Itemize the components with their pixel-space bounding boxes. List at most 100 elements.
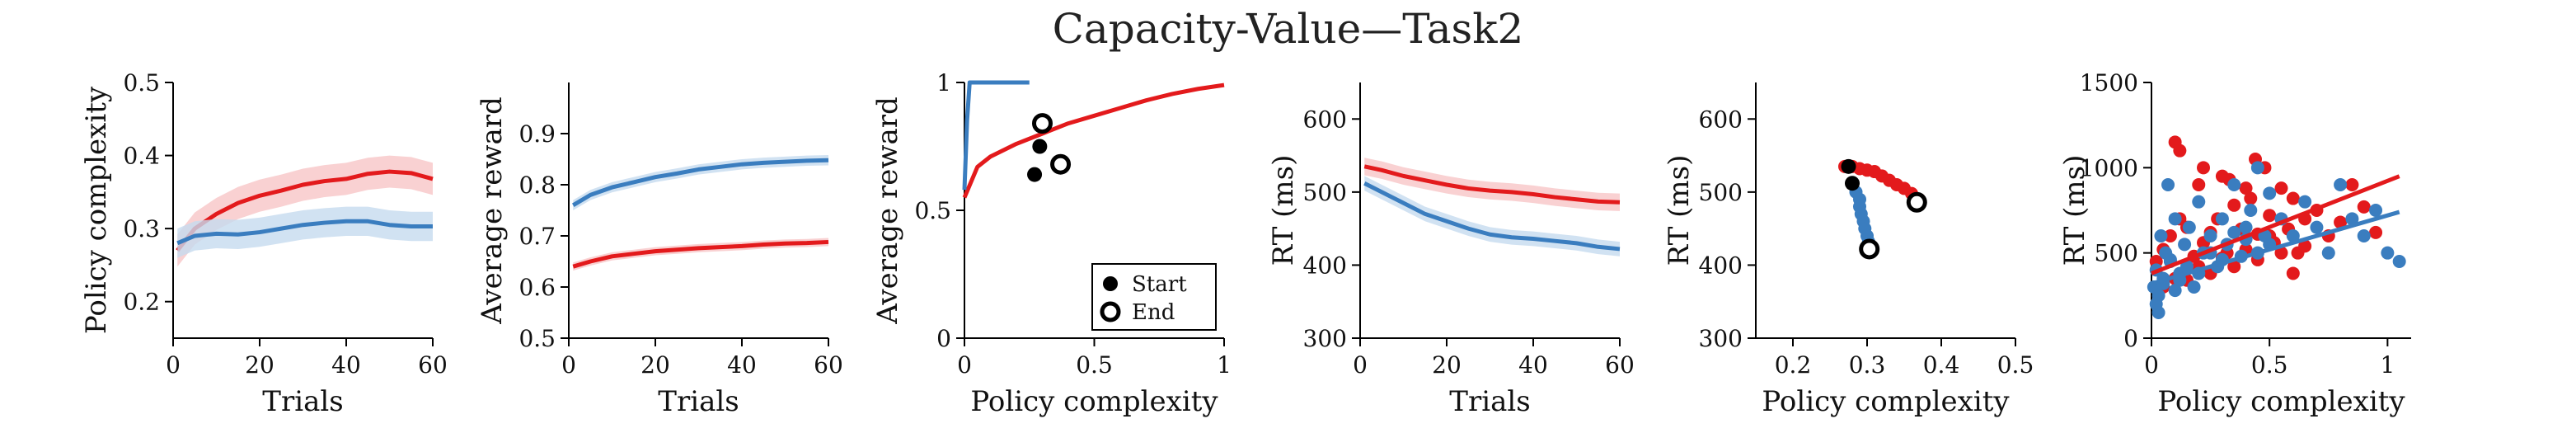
x-tick-label: 0.5	[1076, 351, 1113, 379]
y-tick-label: 1500	[2080, 69, 2138, 96]
end-marker	[1861, 241, 1878, 257]
x-tick-label: 0	[166, 351, 181, 379]
x-tick-label: 60	[418, 351, 448, 379]
y-tick-label: 0	[936, 325, 951, 352]
x-tick-label: 0	[957, 351, 972, 379]
scatter-point-blue	[2152, 306, 2165, 319]
scatter-point-blue	[2251, 161, 2264, 174]
x-axis-label: Policy complexity	[2157, 385, 2405, 418]
start-marker	[1027, 167, 1042, 182]
x-tick-label: 0.3	[1849, 351, 1886, 379]
y-tick-label: 0.5	[914, 197, 951, 224]
y-tick-label: 0.5	[518, 325, 556, 352]
x-tick-label: 20	[640, 351, 670, 379]
x-tick-label: 0.5	[1997, 351, 2034, 379]
scatter-point-blue	[2263, 186, 2276, 200]
start-marker	[1842, 159, 1856, 174]
scatter-point-blue	[2169, 212, 2182, 225]
x-tick-label: 0	[561, 351, 576, 379]
scatter-point-red	[2369, 226, 2382, 239]
x-axis-label: Trials	[658, 385, 739, 418]
y-axis-label: Average reward	[476, 96, 509, 325]
y-tick-label: 0.6	[518, 274, 556, 301]
y-tick-label: 0.5	[123, 69, 160, 96]
x-tick-label: 40	[331, 351, 361, 379]
x-tick-label: 0.2	[1775, 351, 1812, 379]
y-tick-label: 500	[2095, 240, 2138, 267]
x-tick-label: 0.5	[2251, 351, 2288, 379]
scatter-point-blue	[2310, 221, 2323, 234]
scatter-point-blue	[2227, 178, 2241, 191]
start-marker	[1032, 139, 1047, 154]
chart-panel-2: 0 20 40 60 0.5 0.6 0.7 0.8 0.9 Trials Average rewa…	[476, 82, 843, 418]
scatter-point-blue	[2183, 221, 2196, 234]
x-tick-label: 20	[1432, 351, 1462, 379]
scatter-point-red	[2358, 200, 2371, 214]
chart-panel-1: 0 20 40 600.20.30.40.5TrialsPolicy complexi…	[80, 69, 448, 418]
y-axis-label: RT (ms)	[1267, 155, 1300, 266]
y-tick-label: 0.8	[518, 172, 556, 199]
x-axis-label: Trials	[1449, 385, 1530, 418]
scatter-point-red	[2197, 161, 2210, 174]
y-tick-label: 0.3	[123, 215, 160, 242]
scatter-point-red	[2227, 199, 2241, 212]
scatter-point-red	[2263, 209, 2276, 222]
start-marker	[1845, 176, 1860, 191]
scatter-point-red	[2192, 178, 2205, 191]
scatter-point-blue	[2188, 280, 2201, 294]
y-tick-label: 500	[1699, 179, 1743, 206]
scatter-point-red	[2345, 178, 2358, 191]
scatter-point-blue	[2358, 229, 2371, 242]
scatter-point-blue	[2216, 212, 2229, 225]
y-tick-label: 400	[1699, 252, 1743, 279]
scatter-point-red	[2275, 181, 2288, 195]
scatter-point-blue	[2393, 255, 2406, 268]
scatter-point-red	[2287, 266, 2300, 280]
x-tick-label: 60	[1605, 351, 1635, 379]
x-axis-label: Trials	[262, 385, 343, 418]
y-tick-label: 600	[1699, 106, 1743, 133]
x-tick-label: 40	[727, 351, 757, 379]
x-tick-label: 0	[1353, 351, 1368, 379]
scatter-point-blue	[2161, 178, 2175, 191]
end-marker	[1053, 156, 1069, 172]
chart-panel-5: 0.2 0.3 0.4 0.5 300 400 500 600 Policy complexit…	[1663, 82, 2034, 418]
y-tick-label: 400	[1303, 252, 1347, 279]
y-tick-label: 0.9	[518, 120, 556, 148]
legend-label: End	[1132, 300, 1175, 325]
x-tick-label: 1	[1217, 351, 1232, 379]
series-line-red	[964, 85, 1224, 197]
chart-panel-3: 0 0.5 100.51Policy complexityAverage rewar…	[871, 69, 1232, 418]
x-tick-label: 60	[814, 351, 843, 379]
scatter-point-red	[2244, 192, 2257, 205]
scatter-point-blue	[2192, 195, 2205, 209]
x-tick-label: 0	[2144, 351, 2159, 379]
legend-start-marker	[1103, 276, 1118, 291]
chart-panel-6: 0 0.5 1 0 500 1000 1500 Policy complexity RT (ms…	[2058, 69, 2411, 418]
y-axis-label: Policy complexity	[80, 86, 113, 334]
y-axis-label: RT (ms)	[1663, 155, 1696, 266]
y-tick-label: 0.7	[518, 223, 556, 250]
scatter-point-red	[2173, 144, 2186, 158]
scatter-point-blue	[2178, 238, 2191, 251]
scatter-point-blue	[2298, 195, 2311, 209]
end-marker	[1908, 194, 1925, 210]
y-tick-label: 1	[936, 69, 951, 96]
scatter-point-blue	[2154, 229, 2167, 242]
x-axis-label: Policy complexity	[970, 385, 1218, 418]
scatter-point-blue	[2244, 204, 2257, 217]
x-tick-label: 40	[1518, 351, 1548, 379]
scatter-point-blue	[2369, 204, 2382, 217]
x-tick-label: 1	[2380, 351, 2395, 379]
x-tick-label: 0.4	[1923, 351, 1960, 379]
legend-end-marker	[1102, 304, 1119, 320]
x-axis-label: Policy complexity	[1762, 385, 2010, 418]
y-tick-label: 600	[1303, 106, 1347, 133]
x-tick-label: 20	[245, 351, 274, 379]
scatter-point-blue	[2334, 178, 2347, 191]
y-tick-label: 0	[2123, 325, 2138, 352]
scatter-point-red	[2287, 192, 2300, 205]
scatter-point-blue	[2322, 247, 2335, 260]
